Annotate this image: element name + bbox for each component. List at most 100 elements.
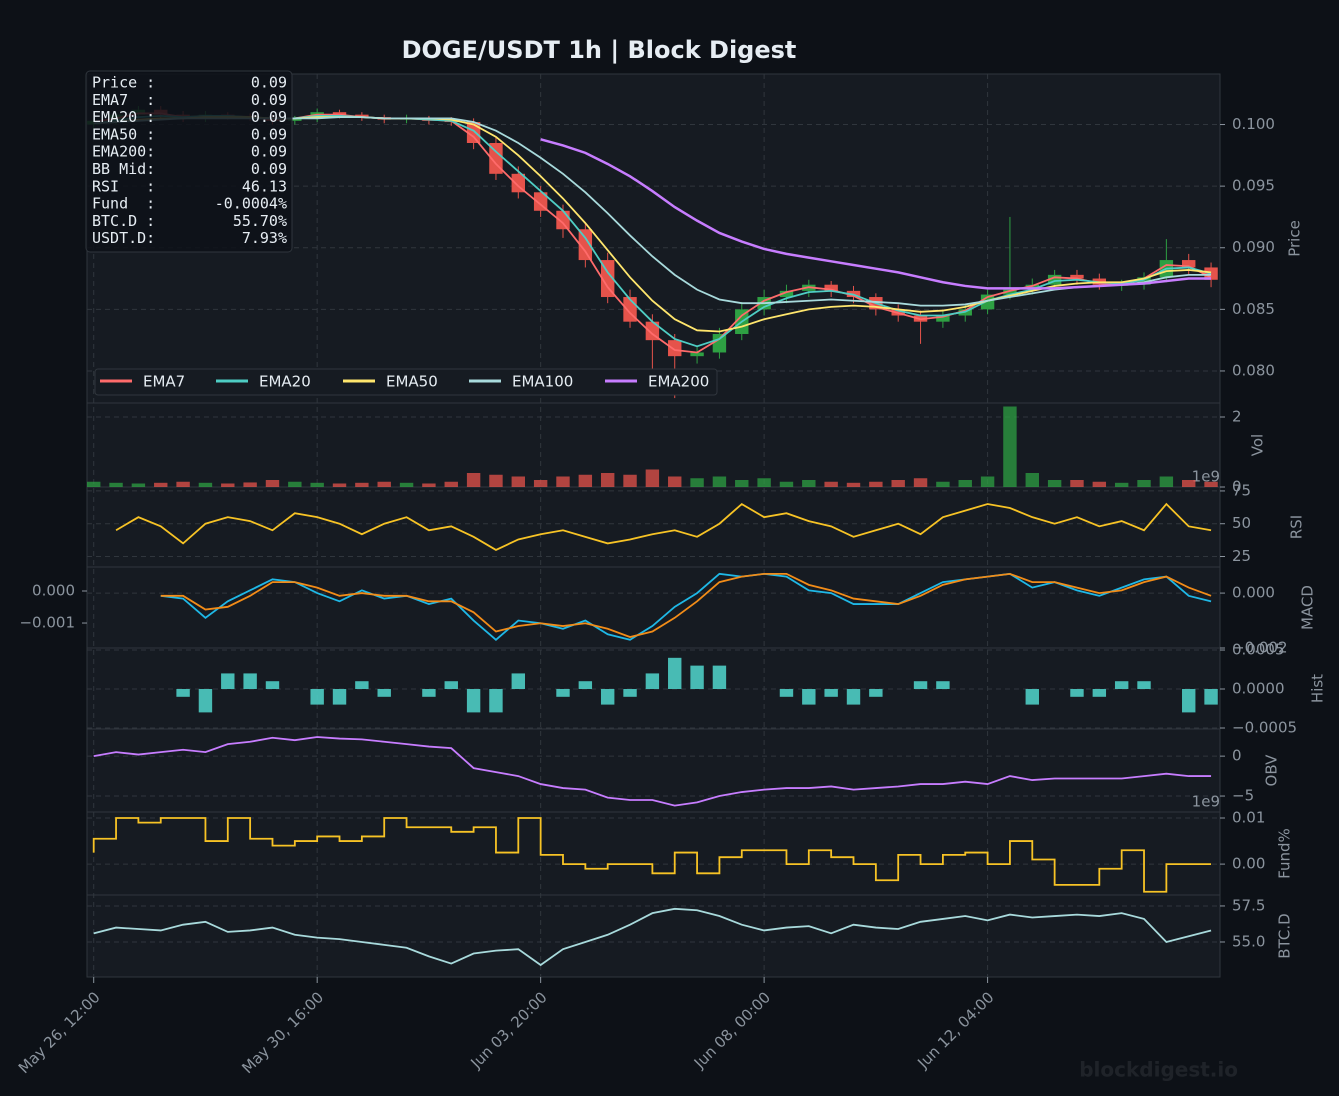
bar bbox=[444, 481, 458, 487]
info-value: 0.09 bbox=[251, 143, 287, 161]
legend-label: EMA20 bbox=[259, 373, 311, 391]
bar bbox=[980, 476, 995, 487]
line bbox=[160, 572, 1212, 641]
y2-tick-label: −0.001 bbox=[19, 614, 75, 632]
y-tick-label: 50 bbox=[1232, 514, 1251, 532]
candle-body bbox=[511, 173, 526, 193]
info-value: -0.0004% bbox=[215, 195, 287, 213]
bar bbox=[869, 481, 883, 487]
panel-2: 25 50 75 RSI bbox=[87, 481, 1306, 565]
bar bbox=[265, 681, 280, 690]
bar bbox=[511, 476, 526, 487]
bar bbox=[600, 473, 615, 487]
y-axis-label: BTC.D bbox=[1276, 913, 1294, 958]
line bbox=[92, 817, 1212, 893]
bar bbox=[87, 481, 101, 487]
info-value: 0.09 bbox=[251, 108, 287, 126]
bar bbox=[600, 689, 615, 705]
legend: EMA7 EMA20 EMA50 EMA100 EMA200 bbox=[94, 368, 718, 396]
info-background bbox=[85, 70, 293, 253]
bar bbox=[757, 478, 771, 487]
axis-offset: 1e9 bbox=[1192, 468, 1220, 486]
y-tick-label: 75 bbox=[1232, 481, 1251, 499]
bar bbox=[1025, 689, 1039, 705]
bar bbox=[1092, 689, 1107, 697]
candle-body bbox=[578, 229, 593, 261]
bar bbox=[802, 480, 816, 487]
bar bbox=[846, 482, 861, 487]
legend-label: EMA7 bbox=[143, 373, 185, 391]
candle-body bbox=[355, 114, 369, 118]
candle-body bbox=[712, 333, 727, 353]
bar bbox=[1182, 480, 1196, 487]
bar bbox=[310, 482, 324, 487]
bar bbox=[712, 476, 727, 487]
bar bbox=[466, 689, 481, 713]
bar bbox=[690, 478, 704, 487]
info-value: 55.70% bbox=[233, 212, 287, 230]
bar bbox=[198, 689, 213, 713]
candle-body bbox=[779, 290, 794, 298]
candle-body bbox=[533, 192, 548, 211]
info-label: RSI : bbox=[92, 177, 155, 195]
bar bbox=[243, 673, 257, 690]
info-label: BTC.D : bbox=[92, 212, 155, 230]
info-value: 0.09 bbox=[251, 74, 287, 92]
bar bbox=[221, 673, 235, 690]
candle-body bbox=[1070, 274, 1084, 279]
legend-label: EMA200 bbox=[648, 373, 709, 391]
line bbox=[160, 572, 1212, 638]
chart-title: DOGE/USDT 1h | Block Digest bbox=[402, 36, 797, 64]
info-box: Price : 0.09 EMA7 : 0.09 EMA20 : 0.09 EMA50 : 0… bbox=[85, 70, 293, 253]
bar bbox=[668, 657, 682, 690]
axis-offset: 1e9 bbox=[1192, 793, 1220, 811]
bar bbox=[690, 665, 704, 690]
candle-body bbox=[1047, 274, 1062, 285]
bar bbox=[735, 480, 749, 487]
bar bbox=[288, 481, 302, 487]
y-axis-label: Hist bbox=[1309, 674, 1327, 703]
y-tick-label: 0.0000 bbox=[1232, 680, 1285, 698]
panel bbox=[86, 566, 1221, 649]
info-value: 7.93% bbox=[242, 229, 287, 247]
y-axis-label: OBV bbox=[1263, 754, 1281, 787]
bar bbox=[802, 689, 816, 705]
info-label: EMA200: bbox=[92, 143, 155, 161]
bar bbox=[1137, 480, 1151, 487]
bar bbox=[645, 673, 660, 690]
bar bbox=[936, 681, 950, 690]
bar bbox=[623, 474, 637, 487]
info-value: 0.09 bbox=[251, 91, 287, 109]
panel-4: −0.0005 0.0000 0.0005 Hist bbox=[87, 641, 1327, 736]
info-label: Fund : bbox=[92, 195, 155, 213]
bar bbox=[377, 689, 391, 697]
y-axis-label: Price bbox=[1286, 220, 1304, 257]
bar bbox=[869, 689, 883, 697]
panel-7: 55.0 57.5 BTC.D bbox=[87, 896, 1294, 967]
bar bbox=[1025, 473, 1039, 487]
bar bbox=[422, 689, 436, 697]
panel bbox=[86, 811, 1221, 896]
y-tick-label: 0.000 bbox=[1232, 584, 1275, 602]
bar bbox=[355, 482, 369, 487]
y-tick-label: 0.01 bbox=[1232, 808, 1265, 826]
info-label: Price : bbox=[92, 74, 155, 92]
bar bbox=[556, 476, 570, 487]
bar bbox=[824, 689, 838, 697]
bar bbox=[556, 689, 570, 697]
y-axis-label: RSI bbox=[1288, 515, 1306, 539]
bar bbox=[243, 482, 257, 487]
bar bbox=[645, 469, 660, 487]
candle-body bbox=[824, 284, 838, 291]
y-tick-label: 0.100 bbox=[1232, 115, 1275, 133]
y-tick-label: 55.0 bbox=[1232, 932, 1265, 950]
bar bbox=[578, 474, 593, 487]
candle-body bbox=[936, 315, 950, 322]
panel-3: −0.002 0.000 −0.001 0.000 MACD bbox=[19, 572, 1317, 657]
y-axis-label: Fund% bbox=[1276, 828, 1294, 879]
bar bbox=[1137, 681, 1151, 690]
bar bbox=[221, 483, 235, 487]
bar bbox=[712, 665, 727, 690]
info-label: BB Mid: bbox=[92, 160, 155, 178]
bar bbox=[176, 689, 190, 697]
